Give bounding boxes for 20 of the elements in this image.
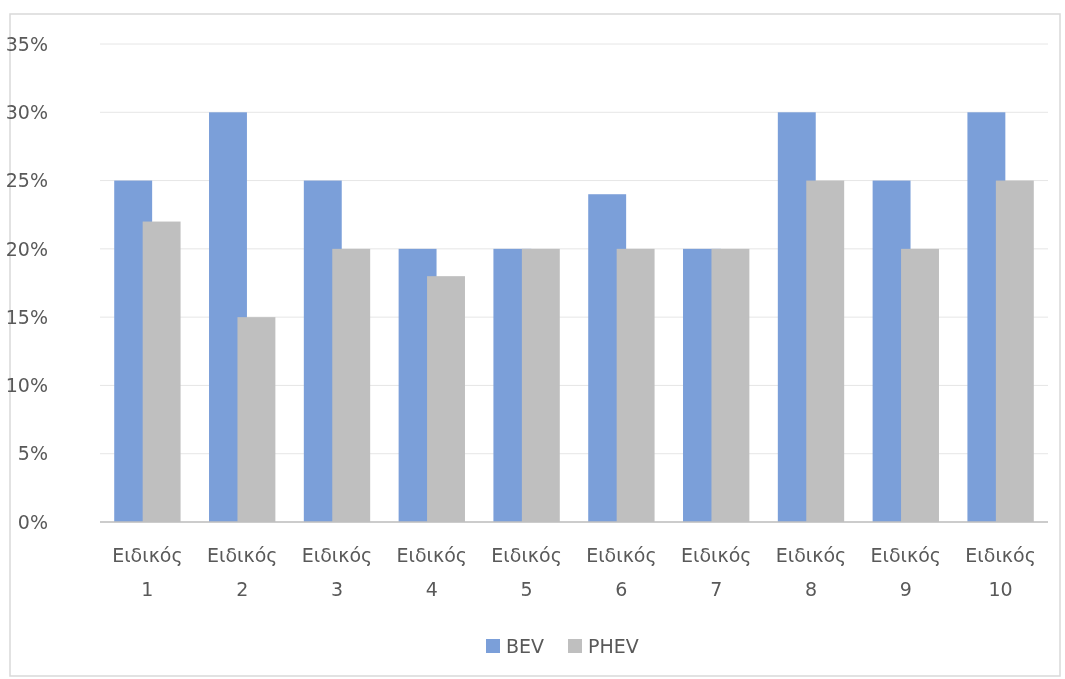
x-tick-label: Ειδικός 4 [396, 544, 468, 600]
x-tick-label: Ειδικός 1 [112, 544, 183, 600]
x-tick-label: Ειδικός 2 [206, 544, 278, 600]
x-tick-label: Ειδικός 5 [491, 544, 562, 600]
x-tick-label: Ειδικός 8 [775, 544, 847, 600]
y-tick-label: 10% [5, 374, 48, 397]
y-tick-label: 5% [17, 442, 48, 465]
y-tick-label: 35% [5, 32, 48, 55]
legend-label: PHEV [588, 634, 639, 657]
x-tick-label: Ειδικός 6 [586, 544, 657, 600]
y-tick-label: 30% [5, 100, 48, 123]
x-tick-label: Ειδικός 3 [301, 544, 373, 600]
y-tick-label: 0% [17, 510, 48, 533]
x-tick-label: Ειδικός 10 [965, 544, 1036, 600]
y-tick-label: 25% [5, 169, 48, 192]
x-tick-label: Ειδικός 7 [680, 544, 752, 600]
y-tick-label: 15% [5, 305, 48, 328]
legend-label: BEV [506, 634, 545, 657]
y-tick-label: 20% [5, 237, 48, 260]
x-tick-label: Ειδικός 9 [870, 544, 942, 600]
